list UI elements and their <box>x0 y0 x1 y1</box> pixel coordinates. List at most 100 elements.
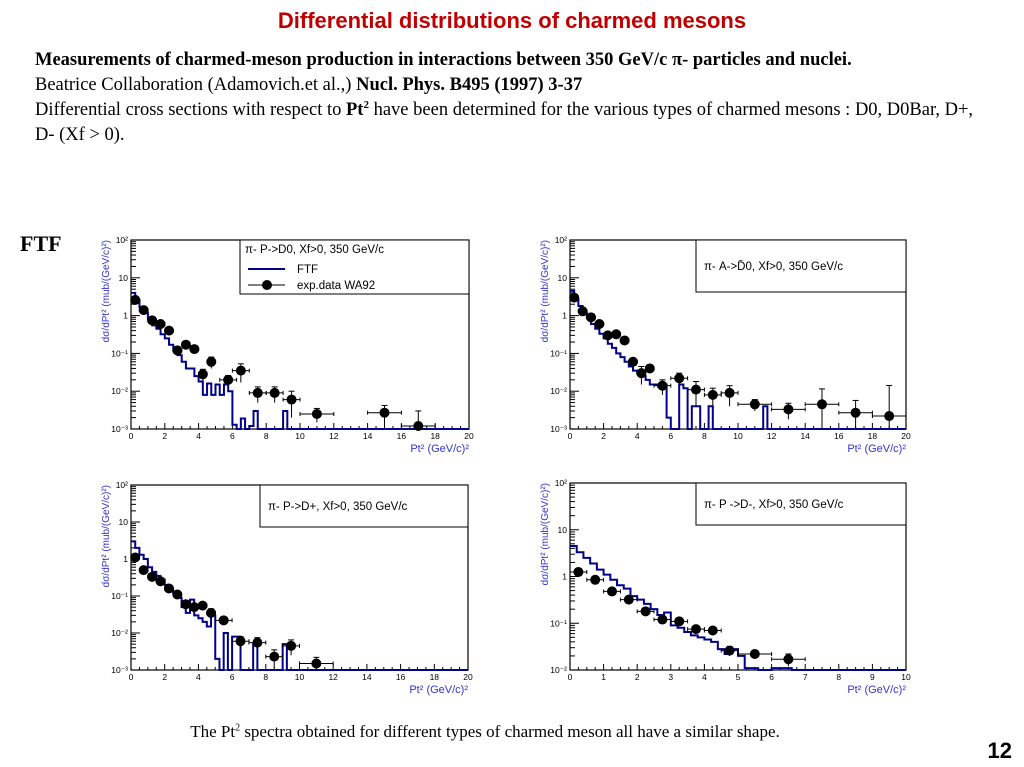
data-marker <box>147 571 158 582</box>
data-point <box>189 602 200 613</box>
data-marker <box>252 387 263 398</box>
y-tick-label: 1 <box>123 554 128 564</box>
x-tick-label: 14 <box>800 431 810 441</box>
data-point <box>299 407 335 423</box>
data-point <box>636 606 655 617</box>
y-tick-label: 10⁻² <box>111 386 128 396</box>
data-point <box>577 306 588 317</box>
data-point <box>147 571 158 582</box>
data-point <box>586 312 596 323</box>
x-tick-label: 9 <box>870 672 875 682</box>
data-point <box>804 388 840 429</box>
data-point <box>164 325 175 336</box>
data-marker <box>206 607 217 618</box>
y-tick-label: 1 <box>562 311 567 321</box>
data-marker <box>138 305 149 316</box>
data-point <box>265 649 284 669</box>
data-marker <box>644 363 655 374</box>
data-marker <box>573 566 584 577</box>
data-point <box>265 386 284 403</box>
legend-frame <box>695 239 907 293</box>
x-tick-label: 18 <box>430 431 440 441</box>
data-marker <box>749 648 760 659</box>
x-tick-label: 7 <box>803 672 808 682</box>
y-tick-label: 10⁻¹ <box>111 591 128 601</box>
data-marker <box>783 654 794 665</box>
slide-title: Differential distributions of charmed me… <box>277 8 747 33</box>
x-tick-label: 10 <box>295 431 305 441</box>
data-marker <box>619 335 630 346</box>
data-point <box>670 616 689 627</box>
data-point <box>703 625 722 636</box>
y-tick-label: 10⁻³ <box>111 424 128 434</box>
x-tick-label: 10 <box>901 672 911 682</box>
data-point <box>603 586 621 597</box>
x-tick-label: 10 <box>733 431 743 441</box>
x-axis-title: Pt² (GeV/c)² <box>847 684 906 696</box>
legend-ftf-label: FTF <box>297 264 318 276</box>
data-marker <box>180 599 191 610</box>
caption-pre: The Pt <box>190 722 236 741</box>
data-point <box>602 330 613 341</box>
data-point <box>586 574 605 585</box>
x-axis-title: Pt² (GeV/c)² <box>409 684 468 696</box>
y-axis-title: dσ/dPt² (mub/(GeV/c)²) <box>540 240 551 342</box>
x-tick-label: 0 <box>568 672 573 682</box>
data-marker <box>749 399 760 410</box>
y-axis-title: dσ/dPt² (mub/(GeV/c)²) <box>101 485 112 587</box>
data-marker <box>379 407 390 418</box>
y-tick-label: 10⁻² <box>111 628 128 638</box>
data-point <box>172 345 183 356</box>
data-marker <box>602 330 613 341</box>
y-tick-label: 10⁻³ <box>550 424 567 434</box>
data-marker <box>172 589 183 600</box>
y-tick-label: 10² <box>555 235 567 245</box>
data-marker <box>817 399 827 410</box>
reference-journal: Nucl. Phys. B495 (1997) 3-37 <box>356 75 583 95</box>
x-tick-label: 16 <box>396 672 406 682</box>
description-pt: Pt <box>346 100 364 120</box>
x-tick-label: 20 <box>463 672 473 682</box>
data-marker <box>636 368 647 379</box>
legend-box: π- P->D0, Xf>0, 350 GeV/c FTF exp.data WA9… <box>239 239 470 295</box>
data-point <box>611 329 622 340</box>
data-point <box>653 379 672 395</box>
data-marker <box>164 325 175 336</box>
data-point <box>636 366 647 385</box>
data-marker <box>586 312 596 323</box>
data-marker <box>707 389 718 400</box>
data-marker <box>884 411 895 422</box>
data-point <box>670 372 689 386</box>
data-point <box>771 653 806 667</box>
data-point <box>687 624 705 635</box>
data-point <box>155 576 166 587</box>
data-marker <box>130 294 141 305</box>
y-tick-label: 1 <box>562 572 567 582</box>
data-point <box>569 292 580 303</box>
description-pt-sup: 2 <box>363 98 369 111</box>
data-marker <box>590 574 601 585</box>
model-label: FTF <box>20 231 62 256</box>
data-point <box>231 636 250 648</box>
data-point <box>130 552 141 563</box>
x-tick-label: 4 <box>635 431 640 441</box>
x-tick-label: 2 <box>601 431 606 441</box>
x-tick-label: 8 <box>702 431 707 441</box>
description-pre: Differential cross sections with respect… <box>35 100 346 120</box>
chart-dminus: 0 1 2 3 4 5 6 7 8 9 10 10⁻² 10⁻¹ 1 10 10² Pt² (GeV/c)² dσ… <box>540 478 911 696</box>
data-marker <box>674 373 685 384</box>
x-tick-label: 1 <box>601 672 606 682</box>
data-point <box>720 385 739 407</box>
data-point <box>180 599 191 610</box>
data-marker <box>252 637 263 648</box>
data-point <box>737 648 773 659</box>
data-point <box>155 318 166 329</box>
x-axis-title: Pt² (GeV/c)² <box>847 443 906 455</box>
data-marker <box>197 369 208 380</box>
data-marker <box>269 651 280 662</box>
data-point <box>299 656 334 670</box>
x-tick-label: 6 <box>668 431 673 441</box>
data-point <box>628 356 638 367</box>
data-marker <box>130 552 141 563</box>
legend-title: π- P->D+, Xf>0, 350 GeV/c <box>268 501 408 513</box>
